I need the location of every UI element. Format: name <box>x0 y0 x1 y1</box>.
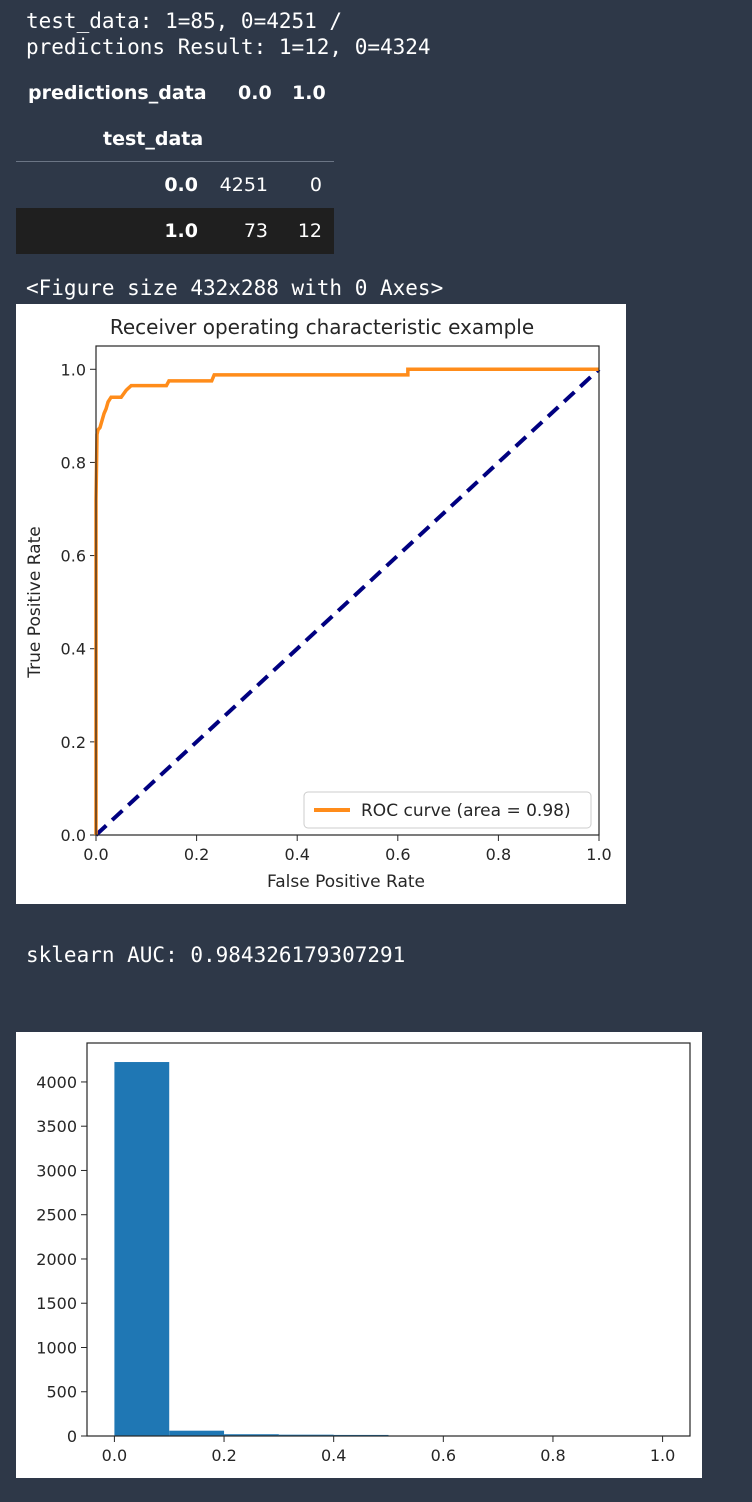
row-index: 1.0 <box>164 220 198 242</box>
y-tick-label: 3000 <box>36 1161 77 1180</box>
roc-curve-line <box>94 367 599 835</box>
y-tick-label: 3500 <box>36 1117 77 1136</box>
legend: ROC curve (area = 0.98) <box>303 791 592 829</box>
crosstab-header-row: predictions_data 0.0 1.0 <box>16 70 334 116</box>
x-tick-label: 0.4 <box>321 1446 346 1465</box>
stdout-line: predictions Result: 1=12, 0=4324 <box>26 35 431 59</box>
y-tick-label: 0.8 <box>61 453 86 472</box>
histogram-bar <box>224 1434 279 1436</box>
x-tick-label: 0.6 <box>431 1446 456 1465</box>
y-tick-label: 1500 <box>36 1294 77 1313</box>
x-tick-label: 0.0 <box>102 1446 127 1465</box>
stdout-line: test_data: 1=85, 0=4251 / <box>26 9 343 33</box>
x-tick-label: 0.8 <box>540 1446 565 1465</box>
histogram-figure: 0.0 0.2 0.4 0.6 0.8 1.0 0 500 1000 1500 2000 2500 30… <box>16 1032 702 1478</box>
table-cell: 12 <box>297 220 322 242</box>
index-name: test_data <box>103 128 204 150</box>
y-tick-label: 0.0 <box>61 826 86 845</box>
x-tick-label: 0.2 <box>211 1446 236 1465</box>
y-tick-label: 0.2 <box>61 733 86 752</box>
table-row: 0.0 4251 0 <box>16 162 334 208</box>
y-tick-label: 0 <box>67 1427 77 1446</box>
table-row: 1.0 73 12 <box>16 208 334 254</box>
histogram-bar <box>278 1434 334 1436</box>
x-tick-label: 0.0 <box>83 845 108 864</box>
y-tick-label: 1.0 <box>61 360 86 379</box>
auc-output: sklearn AUC: 0.984326179307291 <box>26 943 406 967</box>
stdout-output: test_data: 1=85, 0=4251 / predictions Re… <box>26 8 431 60</box>
histogram-bar <box>114 1062 170 1436</box>
x-axis-label: False Positive Rate <box>267 872 425 892</box>
chart-title: Receiver operating characteristic exampl… <box>110 315 534 339</box>
y-axis-label: True Positive Rate <box>25 526 45 678</box>
legend-label: ROC curve (area = 0.98) <box>361 801 571 821</box>
x-tick-label: 0.6 <box>385 845 410 864</box>
table-cell: 4251 <box>219 174 268 196</box>
column-header: 1.0 <box>292 82 326 104</box>
figure-size-text: <Figure size 432x288 with 0 Axes> <box>26 276 444 300</box>
y-tick-label: 2000 <box>36 1250 77 1269</box>
histogram-chart: 0.0 0.2 0.4 0.6 0.8 1.0 0 500 1000 1500 2000 2500 30… <box>36 1042 691 1465</box>
x-tick-label: 0.4 <box>284 845 309 864</box>
x-tick-label: 1.0 <box>586 845 611 864</box>
legend-box <box>303 791 592 829</box>
y-tick-label: 1000 <box>36 1338 77 1357</box>
x-tick-label: 0.8 <box>486 845 511 864</box>
column-header: 0.0 <box>238 82 272 104</box>
x-tick-label: 0.2 <box>184 845 209 864</box>
x-tick-label: 1.0 <box>650 1446 675 1465</box>
y-tick-label: 4000 <box>36 1073 77 1092</box>
histogram-bar <box>169 1430 225 1436</box>
roc-chart: Receiver operating characteristic exampl… <box>25 315 612 892</box>
roc-figure: Receiver operating characteristic exampl… <box>16 304 626 904</box>
y-tick-label: 500 <box>46 1383 77 1402</box>
table-cell: 0 <box>309 174 322 196</box>
y-tick-label: 0.4 <box>61 640 86 659</box>
row-index: 0.0 <box>164 174 198 196</box>
y-tick-label: 0.6 <box>61 547 86 566</box>
crosstab-index-row: test_data <box>16 116 334 162</box>
columns-name: predictions_data <box>28 82 207 104</box>
table-cell: 73 <box>243 220 268 242</box>
y-tick-label: 2500 <box>36 1206 77 1225</box>
plot-frame <box>86 1042 691 1437</box>
chance-line <box>94 367 601 837</box>
plot-frame <box>95 345 600 836</box>
